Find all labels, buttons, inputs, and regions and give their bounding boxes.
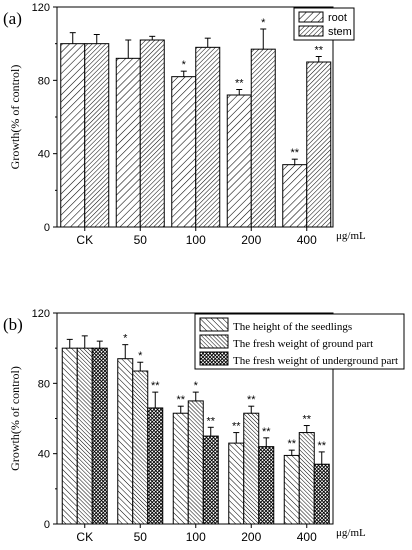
x-tick-label: 100 bbox=[186, 530, 206, 544]
legend bbox=[194, 313, 405, 370]
significance-label: * bbox=[194, 380, 199, 392]
y-axis-label: Growth(% of control) bbox=[8, 65, 22, 170]
y-tick-label: 80 bbox=[38, 378, 50, 390]
significance-label: ** bbox=[290, 147, 299, 159]
legend-label: The height of the seedlings bbox=[233, 321, 352, 333]
x-tick-label: 50 bbox=[134, 233, 148, 247]
significance-label: ** bbox=[302, 414, 311, 426]
significance-label: * bbox=[123, 333, 128, 345]
significance-label: ** bbox=[247, 394, 256, 406]
significance-label: ** bbox=[317, 440, 326, 452]
bar bbox=[250, 48, 276, 228]
bar bbox=[60, 43, 86, 228]
bar bbox=[258, 446, 275, 525]
significance-label: * bbox=[138, 350, 143, 362]
legend-label: stem bbox=[328, 26, 352, 38]
y-tick-label: 120 bbox=[32, 308, 50, 320]
bar bbox=[243, 412, 260, 525]
bar bbox=[84, 43, 110, 228]
significance-label: * bbox=[182, 59, 187, 71]
significance-label: ** bbox=[262, 426, 271, 438]
legend-swatch bbox=[199, 317, 229, 332]
legend-label: The fresh weight of underground part bbox=[233, 355, 398, 367]
significance-label: ** bbox=[176, 394, 185, 406]
significance-label: ** bbox=[232, 421, 241, 433]
x-tick-label: CK bbox=[76, 233, 93, 247]
bar bbox=[228, 442, 245, 525]
bar bbox=[226, 94, 252, 228]
y-tick-label: 40 bbox=[38, 149, 50, 161]
bar bbox=[171, 76, 197, 228]
bar bbox=[91, 347, 108, 525]
y-tick-label: 80 bbox=[38, 75, 50, 87]
bar bbox=[76, 347, 93, 525]
x-tick-label: 200 bbox=[241, 530, 261, 544]
y-tick-label: 0 bbox=[44, 519, 50, 531]
bar bbox=[202, 435, 219, 525]
legend-swatch bbox=[298, 11, 324, 23]
significance-label: ** bbox=[314, 45, 323, 57]
legend-label: The fresh weight of ground part bbox=[233, 338, 373, 350]
bar bbox=[117, 358, 134, 525]
significance-label: ** bbox=[235, 78, 244, 90]
bar bbox=[139, 39, 165, 228]
x-tick-label: 200 bbox=[241, 233, 261, 247]
significance-label: ** bbox=[151, 380, 160, 392]
panel-label: (b) bbox=[3, 315, 23, 334]
panel-a: (a) 0 40 80 120 Growth(% of control) CK 50 100 * 2… bbox=[3, 2, 366, 247]
legend-swatch bbox=[199, 334, 229, 349]
significance-label: ** bbox=[287, 438, 296, 450]
bar bbox=[115, 57, 141, 228]
bar bbox=[132, 370, 149, 525]
bar bbox=[282, 164, 308, 228]
x-unit-label: μg/mL bbox=[336, 527, 366, 539]
bar bbox=[172, 412, 189, 525]
significance-label: * bbox=[261, 17, 266, 29]
bar bbox=[306, 61, 332, 228]
bar bbox=[313, 463, 330, 525]
bar bbox=[187, 400, 204, 525]
legend-label: root bbox=[328, 12, 347, 24]
x-tick-label: 400 bbox=[297, 530, 317, 544]
bar bbox=[298, 432, 315, 525]
x-tick-label: CK bbox=[76, 530, 93, 544]
x-tick-label: 100 bbox=[186, 233, 206, 247]
bar bbox=[61, 347, 78, 525]
bar bbox=[283, 454, 300, 525]
significance-label: ** bbox=[206, 415, 215, 427]
y-tick-label: 120 bbox=[32, 2, 50, 14]
y-tick-label: 40 bbox=[38, 449, 50, 461]
y-axis-label: Growth(% of control) bbox=[8, 366, 22, 471]
x-unit-label: μg/mL bbox=[336, 230, 366, 242]
x-tick-label: 400 bbox=[297, 233, 317, 247]
bar bbox=[195, 46, 221, 228]
y-tick-label: 0 bbox=[44, 222, 50, 234]
legend-swatch bbox=[199, 351, 229, 366]
x-tick-label: 50 bbox=[134, 530, 148, 544]
bar bbox=[147, 407, 164, 525]
legend-swatch bbox=[298, 25, 324, 37]
panel-label: (a) bbox=[3, 9, 22, 28]
